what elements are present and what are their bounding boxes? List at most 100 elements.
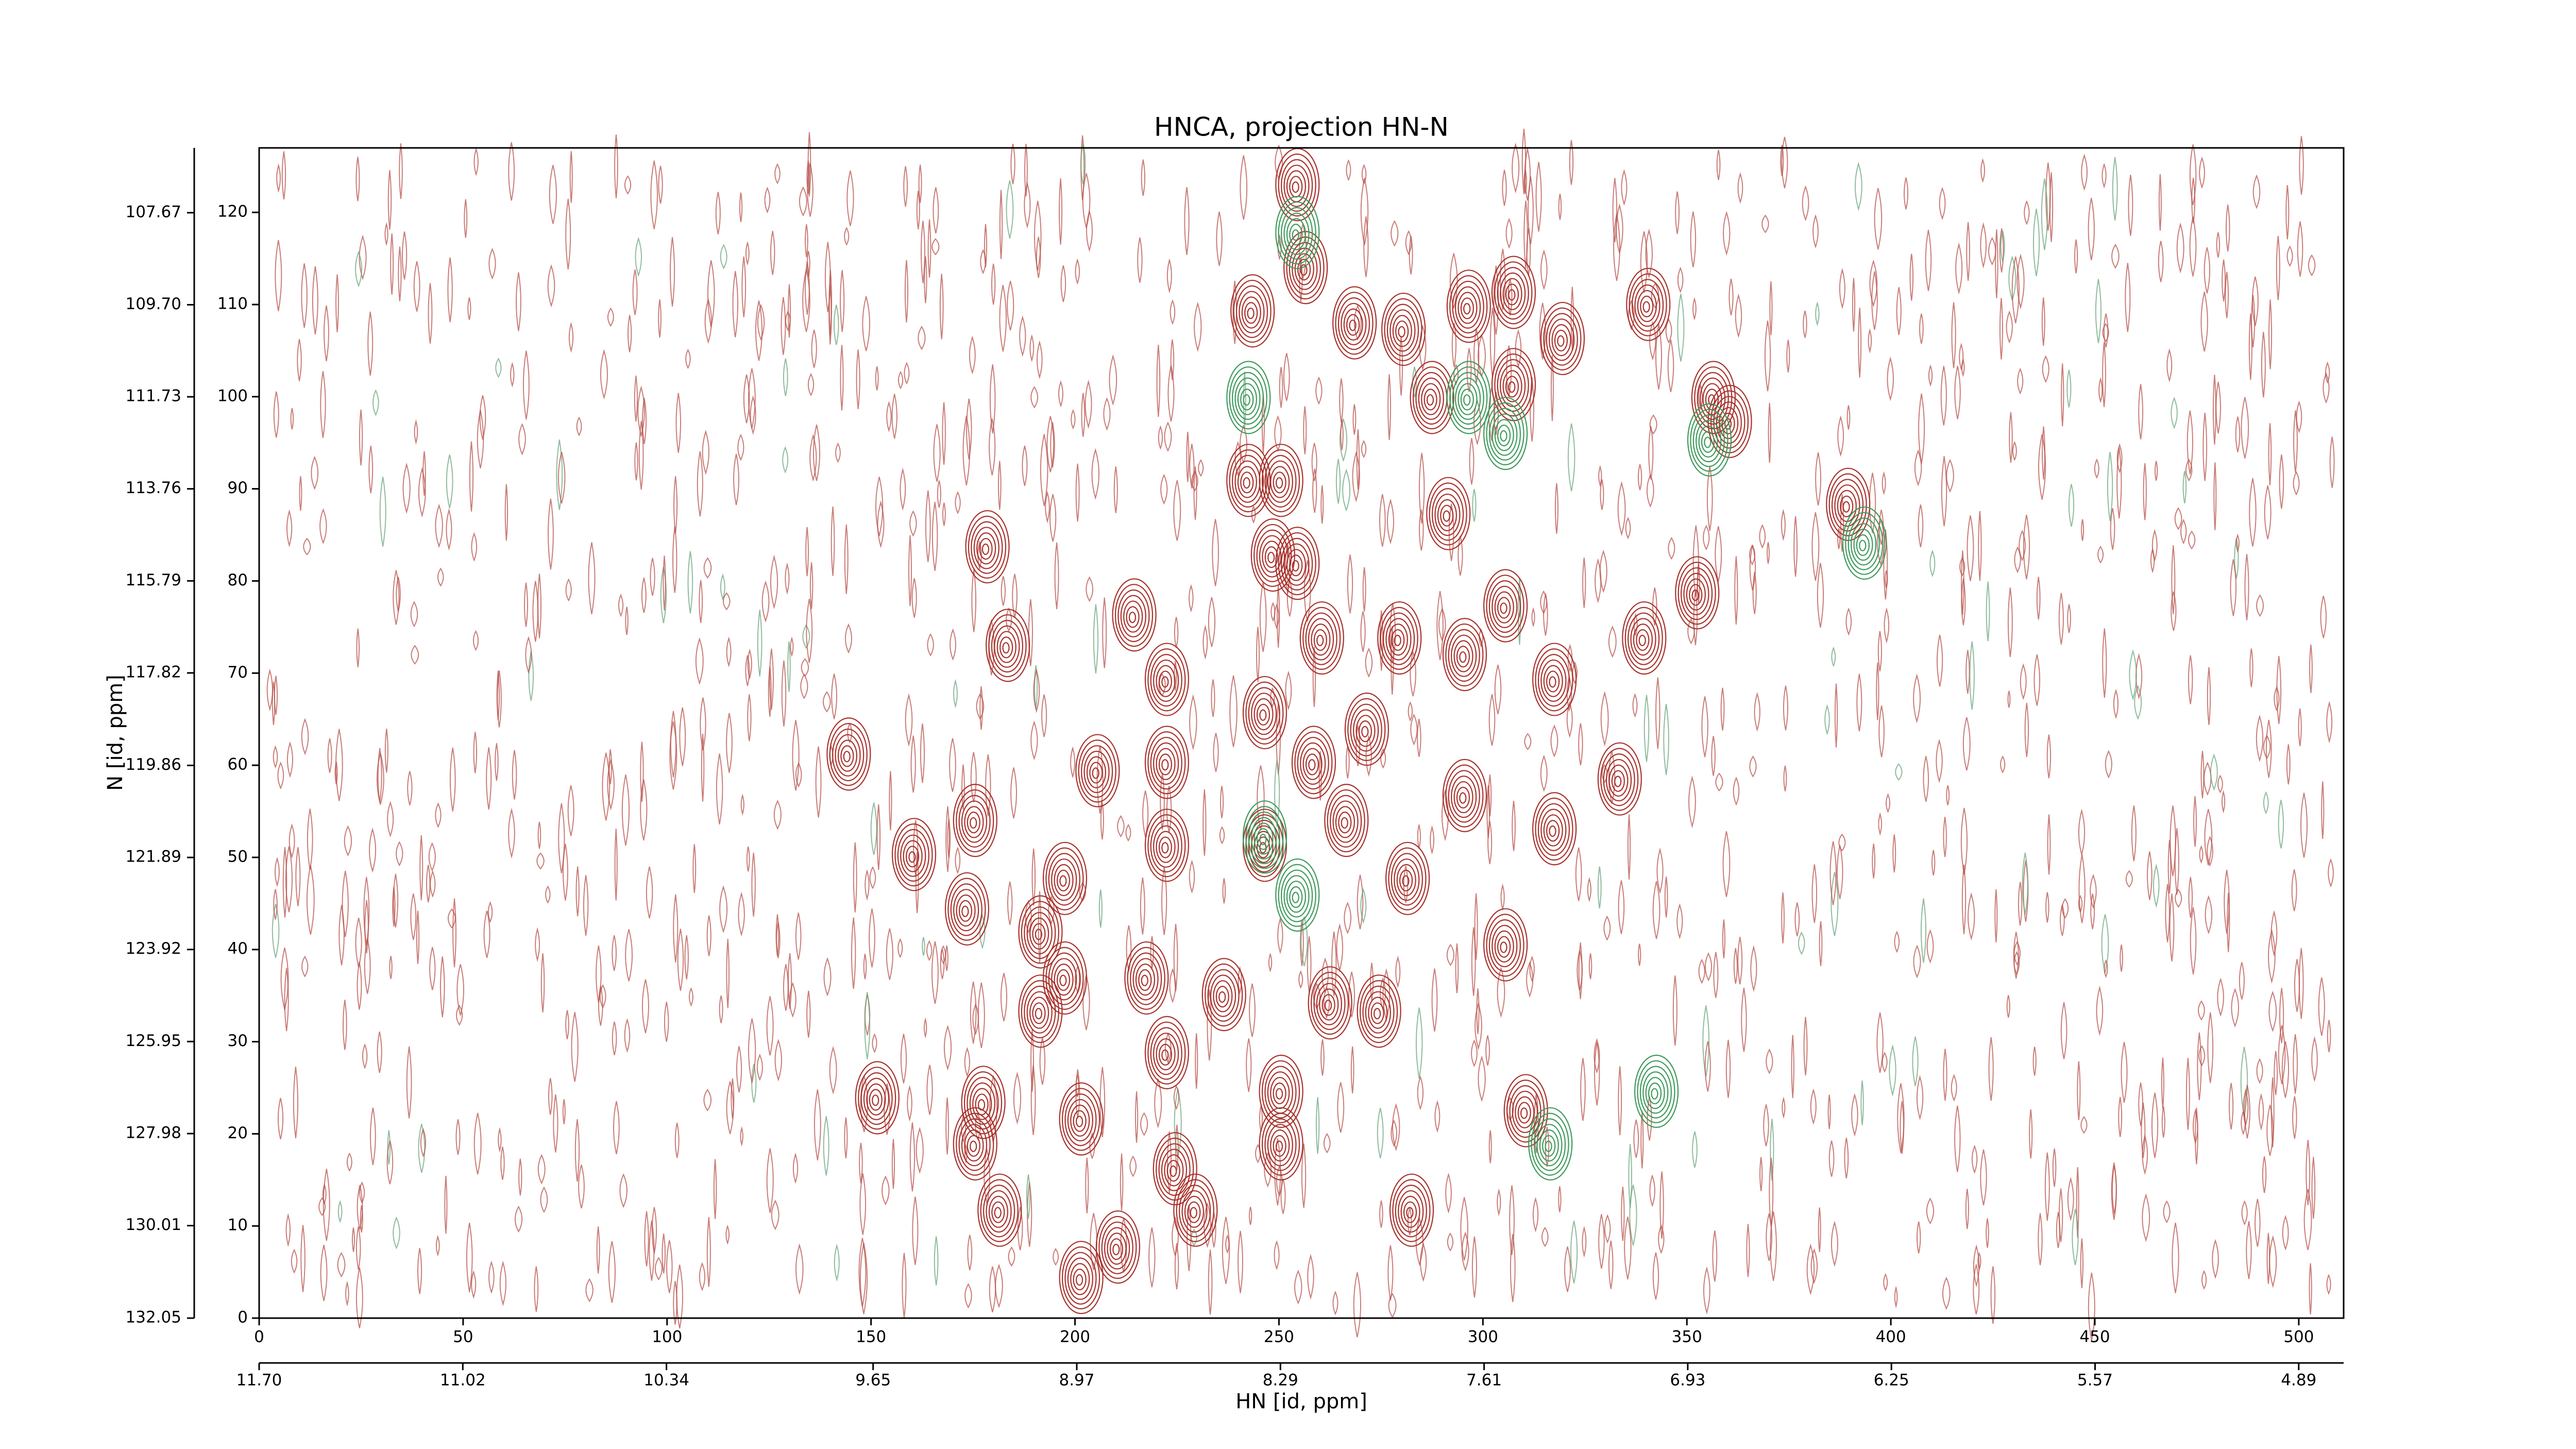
noise-contour [2239, 962, 2245, 1000]
noise-contour [1643, 695, 1650, 762]
peak [1622, 601, 1667, 675]
contour-ring [1067, 1099, 1093, 1142]
noise-contour [312, 266, 318, 335]
contour-ring [1059, 875, 1067, 887]
y-tick-label: 0 [238, 1308, 248, 1327]
noise-contour [738, 891, 745, 937]
noise-contour [401, 231, 408, 280]
contour-ring [1611, 770, 1625, 792]
noise-contour [964, 1047, 971, 1077]
noise-contour [585, 1278, 594, 1303]
contour-ring [1024, 906, 1056, 959]
noise-contour [2325, 361, 2330, 384]
noise-contour [2197, 1032, 2202, 1101]
noise-contour [2224, 869, 2230, 934]
noise-contour [1712, 1231, 1718, 1282]
noise-contour [1782, 1097, 1786, 1119]
noise-contour [1436, 591, 1444, 661]
noise-contour [916, 191, 920, 230]
noise-contour [1030, 386, 1039, 409]
contour-ring [1045, 947, 1084, 1010]
noise-contour [1417, 1075, 1424, 1110]
noise-contour [2202, 412, 2208, 481]
noise-contour [1578, 723, 1583, 766]
contour-ring [950, 883, 982, 936]
noise-contour [750, 395, 756, 435]
x2-tick-label: 5.57 [2077, 1371, 2113, 1390]
contour-ring [1226, 361, 1271, 434]
noise-contour [2191, 178, 2196, 224]
noise-contour [428, 842, 436, 872]
contour-ring [1259, 535, 1285, 578]
contour-ring [1337, 297, 1370, 350]
noise-contour [859, 1242, 868, 1315]
contour-ring [837, 739, 858, 772]
noise-contour [1918, 393, 1925, 464]
contour-ring [991, 1201, 1005, 1223]
noise-contour [1854, 161, 1862, 211]
contour-ring [1245, 806, 1284, 869]
noise-contour [991, 263, 996, 305]
noise-contour [1379, 1200, 1383, 1228]
contour-ring [1026, 912, 1053, 955]
noise-contour [1925, 229, 1932, 291]
contour-ring [968, 515, 1007, 579]
noise-contour [1240, 155, 1248, 220]
noise-contour [1575, 847, 1582, 901]
noise-contour [1160, 474, 1168, 505]
noise-contour [2061, 898, 2069, 919]
noise-contour [1846, 405, 1851, 430]
noise-contour [2011, 256, 2020, 324]
y2-tick-label: 123.92 [126, 939, 181, 958]
noise-contour [1417, 824, 1421, 849]
noise-contour [1075, 463, 1080, 522]
noise-contour [1672, 975, 1677, 1046]
noise-contour [1417, 719, 1421, 757]
peak [1275, 527, 1320, 600]
noise-contour [1677, 266, 1684, 293]
noise-contour [1472, 488, 1477, 522]
noise-contour [2293, 1034, 2298, 1094]
noise-contour [612, 935, 617, 971]
contour-ring [988, 614, 1027, 678]
contour-ring [1506, 1080, 1545, 1143]
peak [1491, 256, 1536, 329]
y2-tick-label: 111.73 [126, 387, 181, 406]
noise-contour [495, 358, 502, 378]
noise-contour [2201, 1270, 2207, 1290]
noise-contour [2297, 221, 2303, 277]
contour-ring [1492, 585, 1518, 628]
contour-ring [1463, 303, 1471, 315]
contour-ring [1229, 449, 1267, 513]
contour-ring [835, 734, 861, 777]
contour-ring [1059, 1082, 1104, 1156]
contour-ring [1642, 1071, 1669, 1114]
peak [1308, 966, 1352, 1040]
noise-contour [2176, 222, 2184, 274]
noise-contour [706, 915, 711, 956]
noise-contour [2038, 1213, 2043, 1266]
contour-ring [958, 1118, 991, 1171]
noise-contour [1802, 185, 1809, 222]
noise-contour [1294, 1270, 1302, 1305]
noise-contour [1410, 713, 1418, 746]
contour-ring [858, 1067, 896, 1130]
contour-ring [1187, 1201, 1201, 1223]
noise-contour [575, 866, 580, 917]
noise-contour [768, 666, 772, 717]
contour-ring [970, 1140, 977, 1152]
noise-contour [1473, 328, 1480, 383]
noise-contour [1098, 889, 1103, 928]
noise-contour [1001, 576, 1006, 606]
noise-contour [1120, 1153, 1124, 1211]
peak-layer [826, 148, 1887, 1315]
noise-contour [1022, 445, 1028, 486]
noise-contour [1141, 159, 1145, 196]
contour-ring [1283, 164, 1310, 207]
noise-contour [1819, 921, 1823, 966]
noise-contour [2200, 291, 2208, 352]
contour-ring [1355, 715, 1376, 747]
noise-contour [1969, 641, 1975, 710]
noise-contour [435, 1235, 440, 1257]
noise-contour [335, 729, 343, 801]
